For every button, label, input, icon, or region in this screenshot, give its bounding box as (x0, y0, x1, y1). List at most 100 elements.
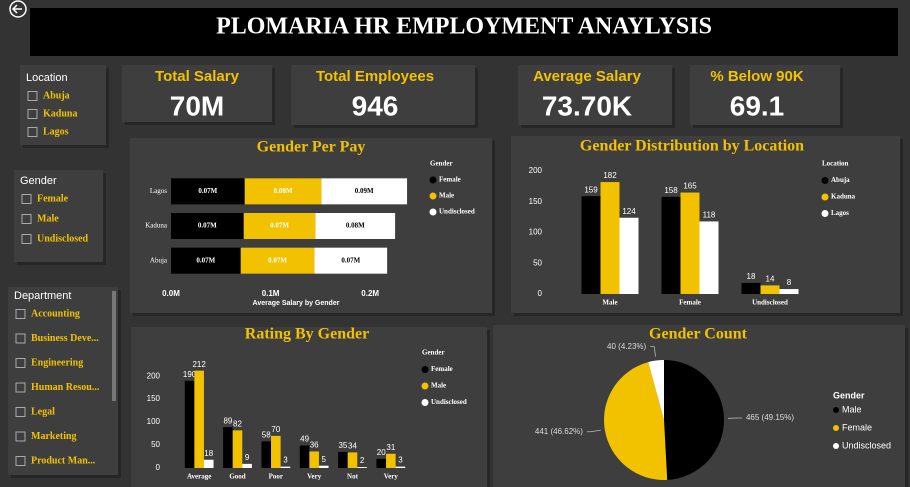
value-label: 124 (622, 207, 636, 216)
value-label: 3 (398, 456, 403, 465)
slicer-item: Male (37, 213, 59, 224)
legend-marker (429, 208, 437, 216)
bar (299, 445, 310, 468)
category-label: Good (229, 473, 245, 481)
checkbox[interactable] (15, 407, 26, 417)
y-tick-label: 0 (156, 463, 161, 472)
category-label: Kaduna (145, 222, 168, 230)
x-tick-label: 0.0M (162, 289, 180, 298)
bar (661, 196, 681, 294)
slicer-item: Engineering (31, 357, 83, 368)
bar (309, 451, 319, 468)
bar (171, 178, 245, 205)
value-label: 165 (683, 182, 697, 191)
checkbox[interactable] (15, 333, 26, 344)
category-label: Lagos (150, 187, 167, 195)
checkbox[interactable] (21, 214, 32, 224)
slicer-item: Female (37, 193, 69, 204)
slicer-item: Accounting (31, 308, 80, 319)
bar (338, 451, 348, 468)
legend-marker (833, 425, 839, 431)
value-label: 0.07M (270, 222, 289, 230)
category-label: Very (384, 473, 399, 481)
y-tick-label: 150 (529, 197, 543, 206)
value-label: 0.07M (198, 222, 217, 230)
legend-marker (833, 443, 839, 449)
checkbox[interactable] (27, 127, 38, 137)
legend-label: Kaduna (831, 193, 856, 201)
slicer-title: Gender (20, 175, 57, 187)
slicer-item: Legal (31, 406, 55, 417)
legend-title: Gender (430, 160, 453, 168)
pie-label: 441 (46.62%) (535, 427, 583, 436)
value-label: 0.08M (346, 222, 365, 230)
dashboard-title: PLOMARIA HR EMPLOYMENT ANAYLYSIS (216, 14, 712, 40)
bar (619, 217, 639, 294)
bar (184, 380, 195, 468)
bar (600, 182, 620, 294)
slicer-item: Abuja (43, 90, 70, 101)
y-tick-label: 200 (529, 166, 543, 175)
bar (581, 196, 601, 294)
legend-label: Male (439, 192, 454, 200)
category-label: Male (602, 299, 617, 307)
checkbox[interactable] (21, 194, 32, 204)
value-label: 2 (360, 456, 365, 465)
checkbox[interactable] (15, 309, 26, 319)
leader-line (586, 429, 601, 433)
kpi-label: Average Salary (533, 68, 642, 85)
pie-slice (664, 360, 724, 480)
pie-label: 40 (4.23%) (607, 342, 646, 351)
category-label: Female (679, 299, 701, 307)
bar (232, 430, 243, 468)
category-label: Not (347, 473, 359, 481)
checkbox[interactable] (21, 234, 32, 244)
bar (779, 289, 799, 294)
checkbox[interactable] (15, 431, 26, 442)
content: Location Abuja Kaduna Lagos Gender Female Male… (8, 65, 908, 487)
slicer-item: Undisclosed (37, 233, 89, 244)
legend-label: Female (439, 176, 461, 184)
checkbox[interactable] (27, 109, 38, 119)
kpi-value: 69.1 (730, 90, 785, 121)
panel (122, 65, 272, 122)
chart-title: Gender Distribution by Location (580, 138, 804, 155)
slicer-item: Lagos (43, 126, 69, 137)
bar (315, 213, 396, 239)
x-tick-label: 0.1M (262, 289, 280, 298)
bar (347, 452, 358, 468)
bar (395, 466, 406, 468)
bar (203, 459, 214, 468)
scrollbar[interactable] (112, 291, 116, 401)
value-label: 0.07M (196, 256, 215, 264)
legend-marker (821, 210, 829, 217)
slicer-item: Kaduna (43, 108, 77, 119)
slicer-item: Human Resou... (31, 382, 100, 393)
checkbox[interactable] (15, 382, 26, 393)
back-button[interactable] (9, 0, 27, 18)
x-axis-label: Average Salary by Gender (253, 300, 340, 307)
checkbox[interactable] (27, 91, 38, 101)
legend-label: Lagos (831, 209, 849, 217)
bar (314, 247, 388, 274)
kpi-label: % Below 90K (710, 68, 804, 85)
value-label: 0.08M (274, 187, 293, 195)
value-label: 20 (377, 448, 386, 457)
x-tick-label: 0.2M (361, 289, 379, 298)
value-label: 0.07M (268, 256, 287, 264)
value-label: 35 (338, 441, 347, 450)
bar (741, 282, 761, 294)
legend-label: Abuja (831, 176, 850, 184)
kpi-label: Total Salary (155, 68, 240, 85)
value-label: 9 (245, 453, 250, 462)
panel (291, 65, 475, 125)
title-bar (30, 8, 898, 56)
bar (242, 463, 252, 468)
checkbox[interactable] (15, 358, 26, 368)
checkbox[interactable] (15, 456, 26, 466)
value-label: 31 (386, 443, 395, 452)
bar (699, 221, 719, 294)
value-label: 190 (183, 370, 197, 379)
legend-label: Undisclosed (439, 208, 475, 216)
